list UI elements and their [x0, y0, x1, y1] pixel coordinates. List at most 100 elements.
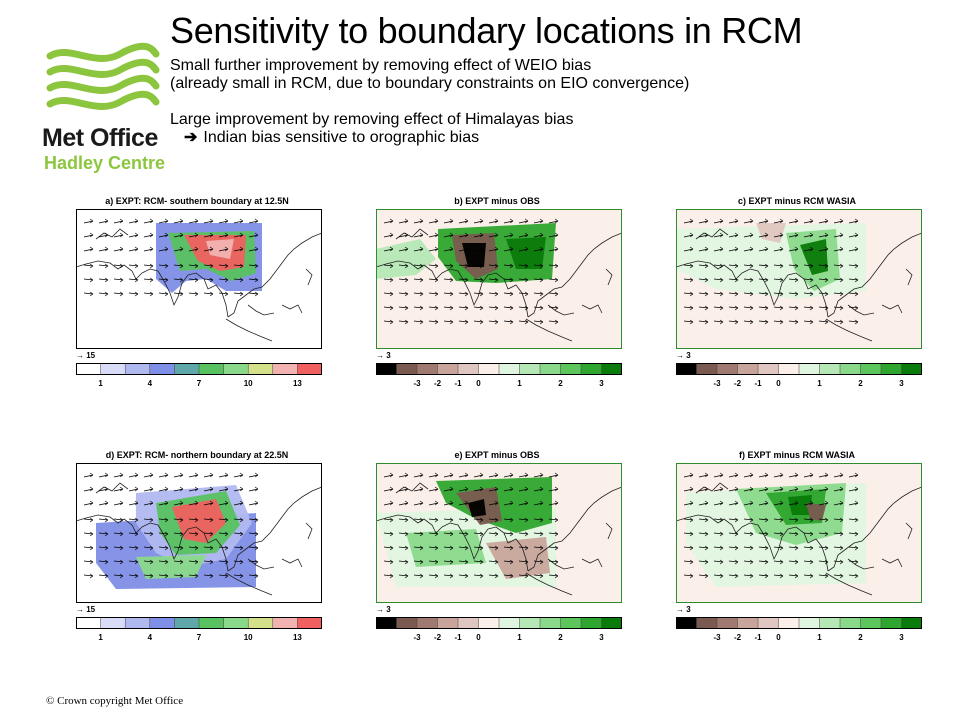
wind-vector-head [779, 263, 784, 269]
wind-vector-head [209, 559, 214, 565]
wind-vector-head [764, 291, 769, 297]
wind-vector [713, 320, 724, 323]
vector-reference-value: 15 [86, 605, 96, 614]
wind-vector-head [764, 232, 769, 238]
wind-vector [518, 560, 529, 563]
colorbar-segment [376, 617, 398, 629]
coastline [187, 272, 229, 318]
wind-vector-head [749, 573, 754, 579]
wind-vector [83, 234, 94, 238]
wind-vector-head [749, 500, 754, 506]
wind-vector [533, 532, 544, 535]
wind-vector [488, 306, 499, 309]
wind-vector [188, 292, 199, 295]
wind-vector-head [224, 218, 229, 224]
wind-vector [713, 488, 724, 492]
colorbar-segment [560, 617, 582, 629]
wind-vector [683, 264, 694, 267]
wind-vector [383, 234, 394, 238]
wind-vector-head [854, 472, 859, 478]
wind-vector [128, 292, 139, 295]
wind-vector [848, 264, 859, 267]
coastline [905, 268, 913, 286]
wind-vector [803, 488, 814, 492]
wind-vector [848, 502, 859, 506]
wind-vector [413, 532, 424, 535]
wind-vector-head [839, 232, 844, 238]
wind-vector [818, 474, 829, 478]
colorbar-tick-label: 1 [517, 379, 522, 388]
wind-vector [143, 560, 154, 563]
wind-vector [833, 292, 844, 295]
wind-vector-head [419, 277, 424, 283]
wind-vector-head [839, 500, 844, 506]
wind-vector-head [254, 218, 259, 224]
wind-vector-head [689, 277, 694, 283]
wind-vector [698, 488, 709, 492]
wind-vector-head [719, 246, 724, 252]
wind-vector-head [254, 232, 259, 238]
wind-vector-head [434, 263, 439, 269]
wind-vector [848, 306, 859, 309]
wind-vector-head [764, 500, 769, 506]
wind-vector-head [119, 472, 124, 478]
colorbar-segment [519, 363, 541, 375]
wind-vector [518, 248, 529, 252]
wind-vector-head [89, 218, 94, 224]
wind-vector-head [404, 263, 409, 269]
wind-vector [683, 574, 694, 577]
wind-vector [848, 320, 859, 323]
wind-vector [233, 560, 244, 563]
wind-vector [413, 306, 424, 309]
wind-vector [443, 474, 454, 478]
wind-vector-head [704, 319, 709, 325]
wind-vector-head [419, 545, 424, 551]
colorbar-segment [174, 363, 200, 375]
wind-vector [143, 546, 154, 549]
wind-vector-head [704, 305, 709, 311]
vector-reference: → 3 [676, 605, 691, 614]
wind-vector [173, 532, 184, 535]
wind-vector-head [809, 277, 814, 283]
wind-vector-head [779, 291, 784, 297]
wind-vector-head [464, 246, 469, 252]
wind-vector-head [764, 218, 769, 224]
wind-vector [428, 306, 439, 309]
wind-vector [473, 306, 484, 309]
wind-vector [173, 488, 184, 492]
panel-title: a) EXPT: RCM- southern boundary at 12.5N [105, 196, 289, 206]
sub-bullet-text: Indian bias sensitive to orographic bias [203, 129, 480, 146]
wind-vector-head [239, 218, 244, 224]
wind-vector-head [494, 277, 499, 283]
wind-vector-head [164, 291, 169, 297]
wind-vector [218, 248, 229, 252]
wind-vector-head [824, 531, 829, 537]
coastline [187, 526, 229, 572]
bullet-line: Small further improvement by removing ef… [170, 57, 592, 74]
wind-vector-head [554, 500, 559, 506]
wind-vector [458, 264, 469, 267]
wind-vector-head [554, 545, 559, 551]
wind-vector [818, 532, 829, 535]
wind-vector [203, 278, 214, 281]
colorbar-tick-label: 7 [196, 633, 202, 642]
wind-vector [488, 248, 499, 252]
wind-vector-head [449, 246, 454, 252]
wind-vector [173, 546, 184, 549]
wind-vector [143, 234, 154, 238]
wind-vector-head [149, 291, 154, 297]
wind-vector [383, 320, 394, 323]
colorbar-segment [149, 617, 175, 629]
colorbar [76, 363, 322, 375]
wind-vector-head [704, 517, 709, 523]
wind-vector-head [719, 486, 724, 492]
wind-vector [848, 220, 859, 224]
wind-vector [683, 278, 694, 281]
wind-vector-head [239, 559, 244, 565]
coastline [376, 514, 443, 534]
wind-vector [443, 320, 454, 323]
wind-vector-head [524, 531, 529, 537]
wind-vector-head [719, 232, 724, 238]
wind-vector [398, 320, 409, 323]
vector-reference-value: 3 [686, 605, 691, 614]
